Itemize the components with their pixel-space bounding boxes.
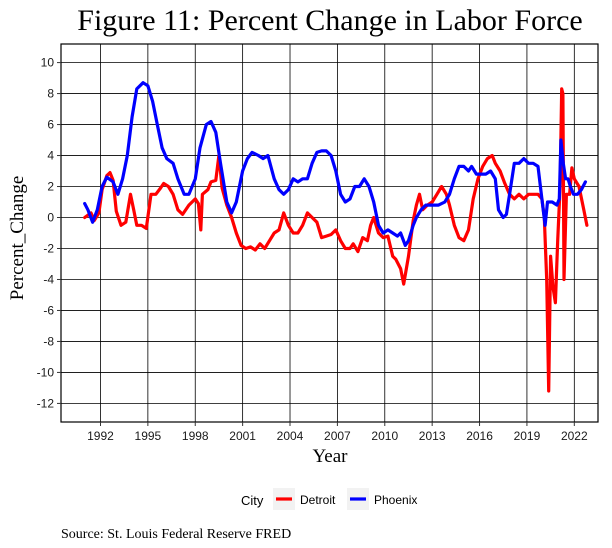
x-tick-label: 2013	[419, 429, 446, 443]
x-tick-label: 2019	[514, 429, 541, 443]
y-axis-label: Percent_Change	[7, 176, 28, 301]
legend-title: City	[241, 493, 264, 508]
series-line-phoenix	[83, 81, 587, 247]
y-tick-label: -6	[43, 303, 54, 317]
x-tick-label: 2022	[561, 429, 588, 443]
y-tick-label: 8	[47, 87, 54, 101]
x-tick-label: 2004	[277, 429, 304, 443]
chart-title: Figure 11: Percent Change in Labor Force	[77, 4, 582, 37]
legend: City Detroit Phoenix	[241, 488, 417, 510]
x-tick-label: 1992	[87, 429, 114, 443]
y-tick-label: 6	[47, 118, 54, 132]
y-tick-label: -10	[37, 365, 55, 379]
x-tick-label: 1995	[135, 429, 162, 443]
y-tick-label: -2	[43, 241, 54, 255]
x-tick-label: 2010	[371, 429, 398, 443]
y-tick-label: -8	[43, 334, 54, 348]
y-tick-label: 4	[47, 149, 54, 163]
y-axis-ticks: -12 -10 -8 -6 -4 -2 0 2 4 6 8 10	[37, 56, 61, 410]
x-tick-label: 2016	[466, 429, 493, 443]
series-line-detroit	[83, 87, 589, 393]
y-tick-label: 0	[47, 211, 54, 225]
x-tick-label: 2001	[229, 429, 256, 443]
x-tick-label: 1998	[182, 429, 209, 443]
plot-panel	[60, 43, 599, 423]
y-tick-label: -4	[43, 272, 54, 286]
x-axis-label: Year	[312, 446, 348, 467]
series-lines	[83, 81, 589, 393]
legend-label-detroit: Detroit	[300, 493, 336, 507]
x-axis-ticks: 1992 1995 1998 2001 2004 2007 2010 2013 2016 2019…	[87, 422, 588, 443]
y-tick-label: 2	[47, 180, 54, 194]
source-caption: Source: St. Louis Federal Reserve FRED	[61, 527, 291, 542]
y-tick-label: -12	[37, 396, 55, 410]
y-tick-label: 10	[41, 56, 55, 70]
legend-label-phoenix: Phoenix	[374, 493, 417, 507]
x-tick-label: 2007	[324, 429, 351, 443]
